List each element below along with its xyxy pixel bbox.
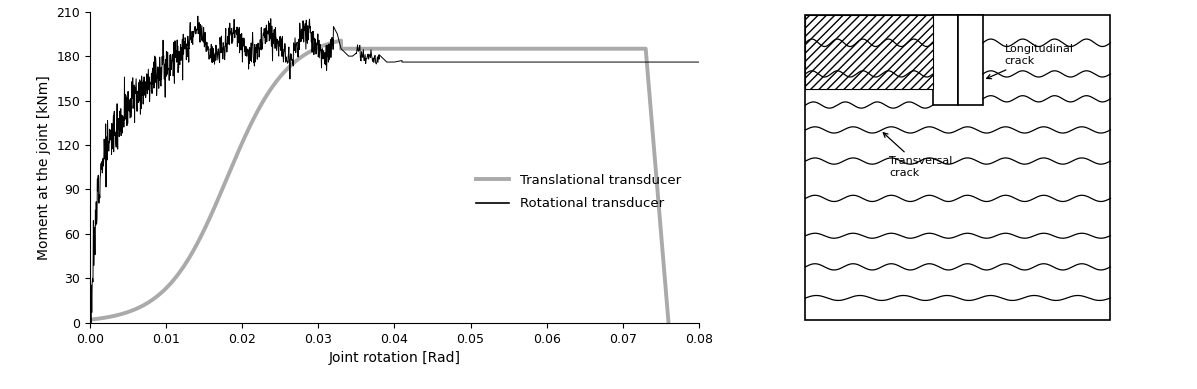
Polygon shape [806,15,934,89]
Bar [934,15,958,105]
Y-axis label: Moment at the joint [kNm]: Moment at the joint [kNm] [37,75,50,259]
Text: Transversal
crack: Transversal crack [883,133,953,178]
X-axis label: Joint rotation [Rad]: Joint rotation [Rad] [328,351,461,365]
Bar [958,15,983,105]
Legend: Translational transducer, Rotational transducer: Translational transducer, Rotational tra… [472,168,686,216]
Text: Longitudinal
crack: Longitudinal crack [986,44,1074,79]
